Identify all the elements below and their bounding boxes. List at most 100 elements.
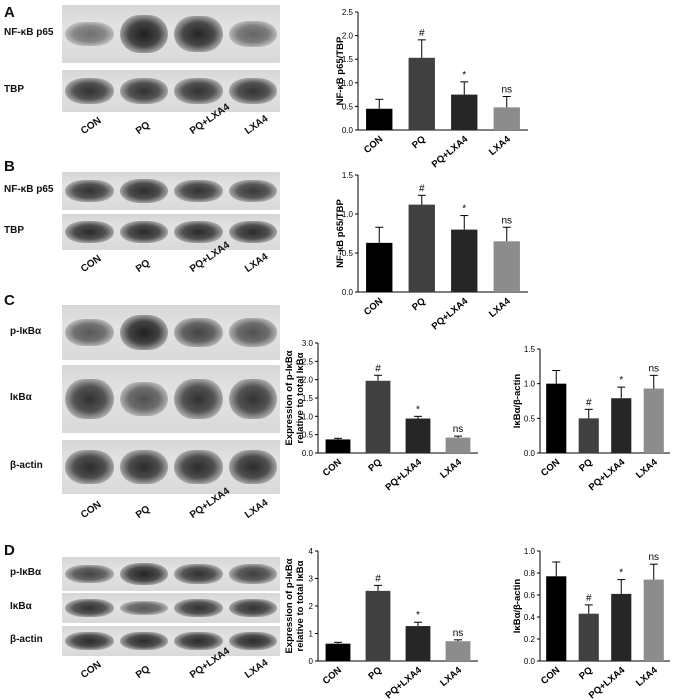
y-tick-label: 0.5 <box>342 102 354 111</box>
y-axis-label: NF-κB p65/TBP <box>335 36 346 105</box>
blot-band <box>174 15 223 53</box>
panel-letter-c: C <box>4 292 15 309</box>
significance-label: # <box>586 593 592 604</box>
significance-label: * <box>619 375 623 386</box>
blot-band <box>119 179 168 203</box>
bar <box>643 579 664 661</box>
blot-band <box>65 631 114 651</box>
blot-strip <box>62 214 280 250</box>
blot-strip <box>62 70 280 112</box>
x-tick-label: LXA4 <box>438 456 464 480</box>
significance-label: # <box>586 397 592 408</box>
y-tick-label: 0.0 <box>524 657 536 666</box>
blot-strip <box>62 172 280 210</box>
blot-band <box>119 78 168 104</box>
blot-band <box>119 15 168 53</box>
blot-band <box>228 599 277 617</box>
y-tick-label: 0.5 <box>524 414 536 423</box>
blot-band <box>119 220 168 244</box>
y-tick-label: 1.0 <box>342 210 354 219</box>
blot-row-label: p-IκBα <box>10 325 42 337</box>
blot-strip <box>62 5 280 63</box>
blot-band <box>228 220 277 244</box>
y-tick-label: 2.0 <box>342 32 354 41</box>
y-tick-label: 0.0 <box>342 126 354 135</box>
significance-label: * <box>416 404 420 415</box>
y-tick-label: 2.5 <box>342 8 354 17</box>
x-tick-label: PQ+LXA4 <box>430 133 471 170</box>
y-tick-label: 3 <box>309 575 314 584</box>
y-tick-label: 2.5 <box>302 357 314 366</box>
bar <box>325 643 351 661</box>
y-tick-label: 1 <box>309 630 314 639</box>
y-tick-label: 0.0 <box>302 449 314 458</box>
y-tick-label: 1.0 <box>342 79 354 88</box>
blot-row-label: β-actin <box>10 460 43 471</box>
blot-strip <box>62 365 280 433</box>
chart-B-chart: 0.0 0.5 1.0 1.5 NF-κB p65/TBP CON # PQ * PQ+LXA4 n… <box>335 171 528 332</box>
blot-strip <box>62 593 280 623</box>
y-axis-label: IκBα/β-actin <box>512 579 523 634</box>
y-tick-label: 0.5 <box>342 249 354 258</box>
blot-band <box>228 378 277 420</box>
blot-band <box>65 378 114 420</box>
significance-label: # <box>419 183 425 194</box>
chart-C-chart1: 0.0 0.5 1.0 1.5 2.0 2.5 3.0 Expression of p-IκB… <box>284 339 478 493</box>
bar <box>493 241 520 292</box>
significance-label: ns <box>453 628 464 639</box>
panel-letter-a: A <box>4 4 15 21</box>
y-tick-label: 3.0 <box>302 339 314 348</box>
blot-strip <box>62 557 280 591</box>
blot-band <box>228 179 277 202</box>
blot-row-label: NF-κB p65 <box>4 27 54 38</box>
panel-letter-d: D <box>4 542 15 559</box>
significance-label: # <box>375 573 381 584</box>
y-tick-label: 1.5 <box>524 345 536 354</box>
blot-band <box>174 179 223 203</box>
bar <box>643 388 664 453</box>
blot-band <box>174 450 223 484</box>
bar <box>546 383 567 453</box>
y-tick-label: 0.8 <box>524 569 536 578</box>
blot-band <box>65 450 114 484</box>
blot-strip <box>62 440 280 494</box>
blot-band <box>228 450 277 484</box>
blot-band <box>65 318 114 347</box>
chart-D-chart2: 0.0 0.2 0.4 0.6 0.8 1.0 IκBα/β-actin CON # PQ * PQ+… <box>512 547 670 700</box>
x-tick-label: PQ <box>577 457 595 474</box>
blot-band <box>174 631 223 651</box>
x-tick-label: CON <box>321 665 344 687</box>
significance-label: * <box>416 610 420 621</box>
x-tick-label: PQ <box>366 665 384 682</box>
blot-band <box>65 179 114 203</box>
blot-strip <box>62 305 280 360</box>
x-tick-label: CON <box>539 665 562 687</box>
blot-band <box>65 564 114 584</box>
blot-band <box>174 599 223 617</box>
blot-band <box>65 21 114 47</box>
x-tick-label: LXA4 <box>634 664 660 688</box>
bar <box>405 626 431 661</box>
blot-band <box>174 220 223 244</box>
bar <box>408 204 435 292</box>
significance-label: ns <box>501 84 512 95</box>
bar <box>578 418 599 453</box>
blot-band <box>119 314 168 351</box>
y-tick-label: 1.5 <box>342 171 354 180</box>
y-axis-label: Expression of p-IκBα <box>284 350 295 445</box>
y-tick-label: 0 <box>309 657 314 666</box>
x-tick-label: PQ <box>366 457 384 474</box>
y-tick-label: 0.6 <box>524 591 536 600</box>
bar <box>408 57 435 131</box>
significance-label: ns <box>501 215 512 226</box>
bar <box>445 437 471 453</box>
bar <box>451 229 478 292</box>
blot-band <box>228 631 277 651</box>
blot-row-label: p-IκBα <box>10 567 42 578</box>
x-tick-label: LXA4 <box>487 133 513 157</box>
bar <box>578 613 599 661</box>
y-tick-label: 0.5 <box>302 431 314 440</box>
blot-band <box>174 378 223 420</box>
blot-row-label: TBP <box>4 84 24 95</box>
y-tick-label: 0.0 <box>342 288 354 297</box>
